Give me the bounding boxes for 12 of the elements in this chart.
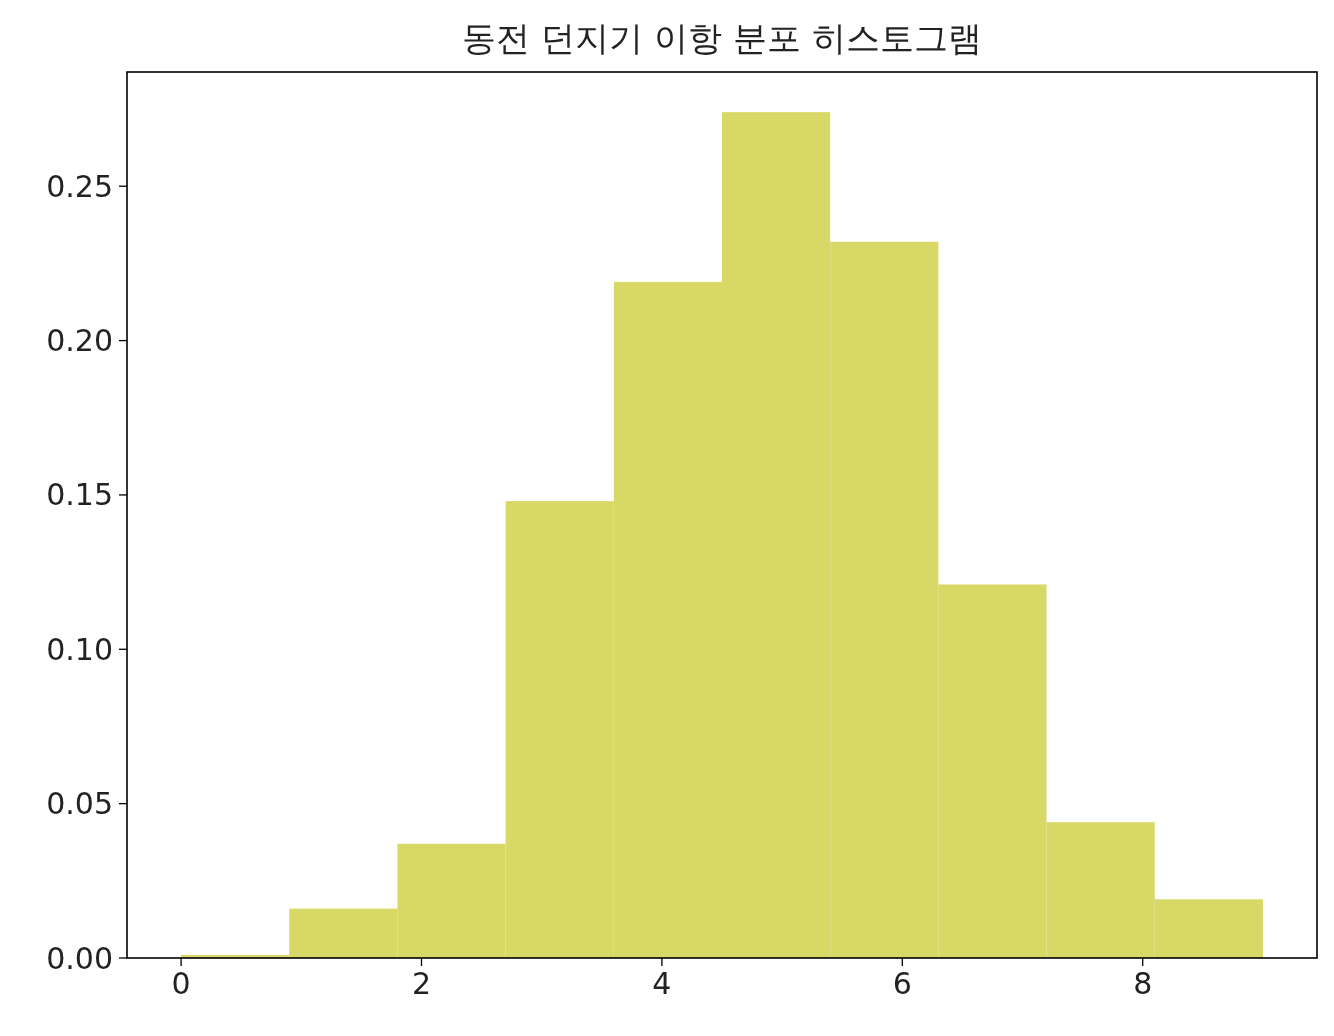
chart-title: 동전 던지기 이항 분포 히스토그램	[462, 18, 982, 58]
x-tick-label: 8	[1133, 966, 1153, 1001]
y-tick-label: 0.00	[46, 940, 113, 976]
x-tick-label: 4	[652, 966, 672, 1001]
y-tick-label: 0.05	[46, 786, 113, 822]
y-tick-label: 0.10	[46, 631, 113, 667]
y-tick-label: 0.20	[46, 323, 113, 359]
y-tick-label: 0.15	[46, 477, 113, 513]
x-tick-label: 2	[411, 966, 432, 1001]
y-tick-label: 0.25	[46, 168, 113, 204]
x-tick-label: 6	[892, 966, 912, 1001]
x-tick-label: 0	[171, 966, 191, 1001]
